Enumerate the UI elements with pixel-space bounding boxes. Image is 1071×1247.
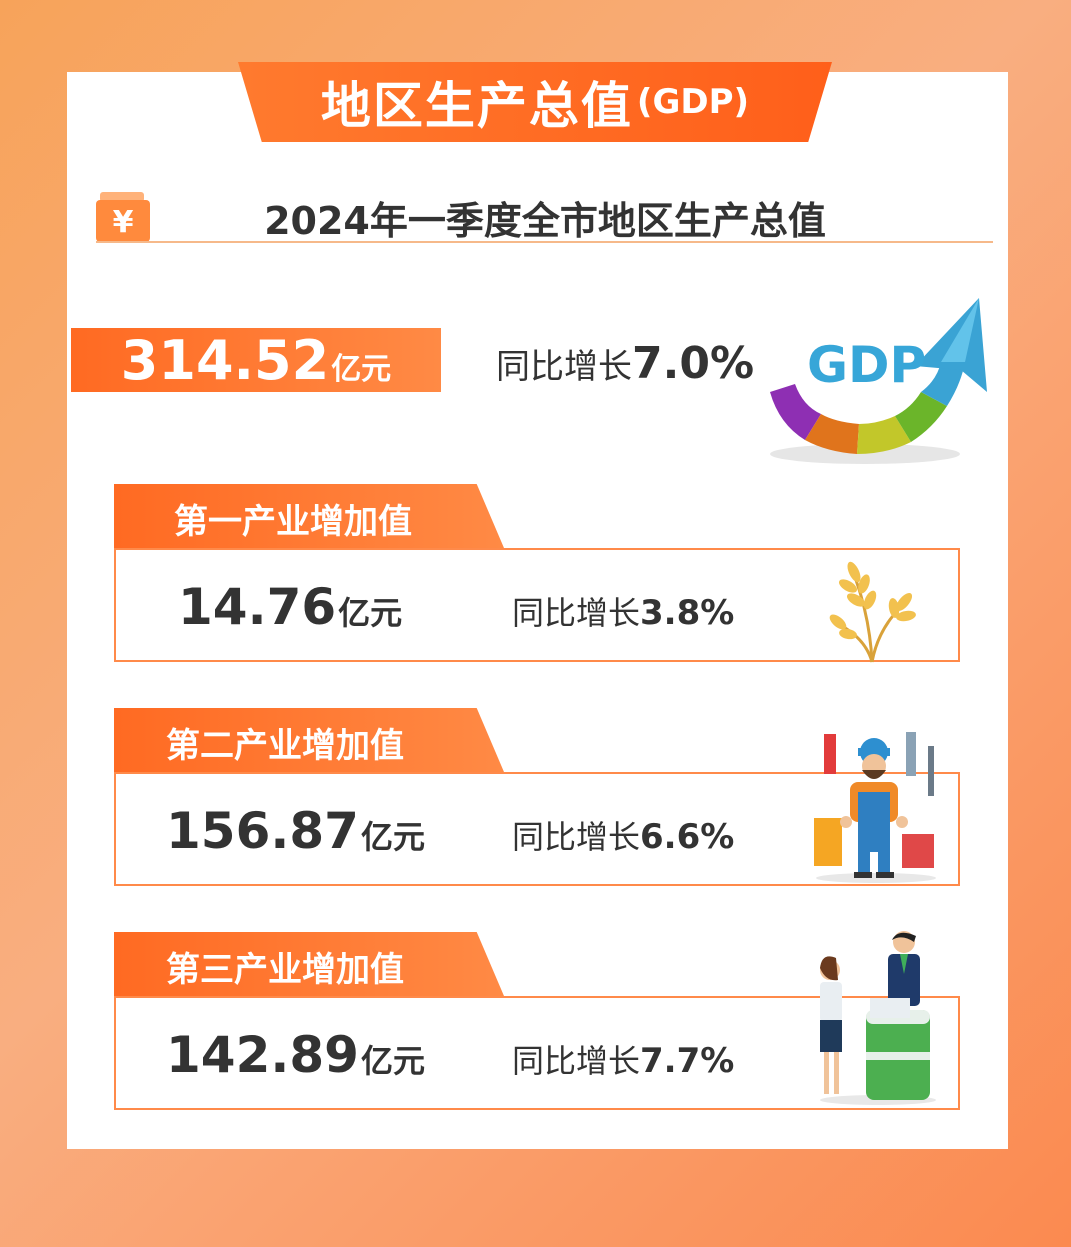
total-growth-value: 7.0% [632, 338, 755, 389]
tertiary-industry-growth: 同比增长 7.7% [512, 1036, 734, 1082]
secondary-industry-number: 156.87 [166, 802, 359, 860]
total-growth: 同比增长 7.0% [496, 338, 754, 389]
secondary-industry-growth: 同比增长 6.6% [512, 812, 734, 858]
worker-icon [814, 732, 936, 883]
primary-industry-tab: 第一产业增加值 [114, 484, 504, 548]
secondary-growth-value: 6.6% [640, 817, 735, 857]
total-gdp-value: 314.52 [120, 328, 330, 392]
secondary-industry-box: 156.87 亿元 同比增长 6.6% [114, 772, 960, 886]
total-gdp-box: 314.52 亿元 [71, 328, 441, 392]
secondary-industry-value: 156.87 亿元 [166, 802, 425, 860]
headline: 2024年一季度全市地区生产总值 [264, 199, 826, 243]
service-icon [820, 931, 936, 1105]
total-gdp-unit: 亿元 [331, 352, 392, 387]
banner-subtitle: (GDP) [636, 82, 750, 122]
primary-growth-value: 3.8% [640, 593, 735, 633]
secondary-industry-tab: 第二产业增加值 [114, 708, 504, 772]
wheat-icon [829, 561, 916, 663]
svg-text:¥: ¥ [113, 205, 134, 240]
secondary-growth-label: 同比增长 [512, 818, 641, 856]
tertiary-industry-number: 142.89 [166, 1026, 359, 1084]
primary-industry-value: 14.76 亿元 [178, 578, 402, 636]
tertiary-growth-value: 7.7% [640, 1041, 735, 1081]
title-banner: 地区生产总值 (GDP) [238, 62, 832, 142]
primary-growth-label: 同比增长 [512, 594, 641, 632]
tertiary-industry-unit: 亿元 [360, 1042, 425, 1080]
tertiary-industry-title: 第三产业增加值 [166, 950, 404, 990]
yuan-wallet-icon: ¥ [96, 192, 150, 242]
primary-industry-title: 第一产业增加值 [174, 502, 412, 542]
primary-industry-box: 14.76 亿元 同比增长 3.8% [114, 548, 960, 662]
primary-industry-growth: 同比增长 3.8% [512, 588, 734, 634]
primary-industry-number: 14.76 [178, 578, 337, 636]
tertiary-industry-tab: 第三产业增加值 [114, 932, 504, 996]
tertiary-growth-label: 同比增长 [512, 1042, 641, 1080]
total-growth-label: 同比增长 [496, 347, 632, 387]
secondary-industry-unit: 亿元 [360, 818, 425, 856]
tertiary-industry-value: 142.89 亿元 [166, 1026, 425, 1084]
headline-divider [96, 241, 993, 243]
gdp-growth-arrow-icon: GDP [770, 298, 987, 464]
gdp-icon-text: GDP [807, 336, 926, 394]
banner-title: 地区生产总值 [320, 77, 633, 135]
tertiary-industry-box: 142.89 亿元 同比增长 7.7% [114, 996, 960, 1110]
secondary-industry-title: 第二产业增加值 [166, 726, 404, 766]
primary-industry-unit: 亿元 [338, 594, 403, 632]
